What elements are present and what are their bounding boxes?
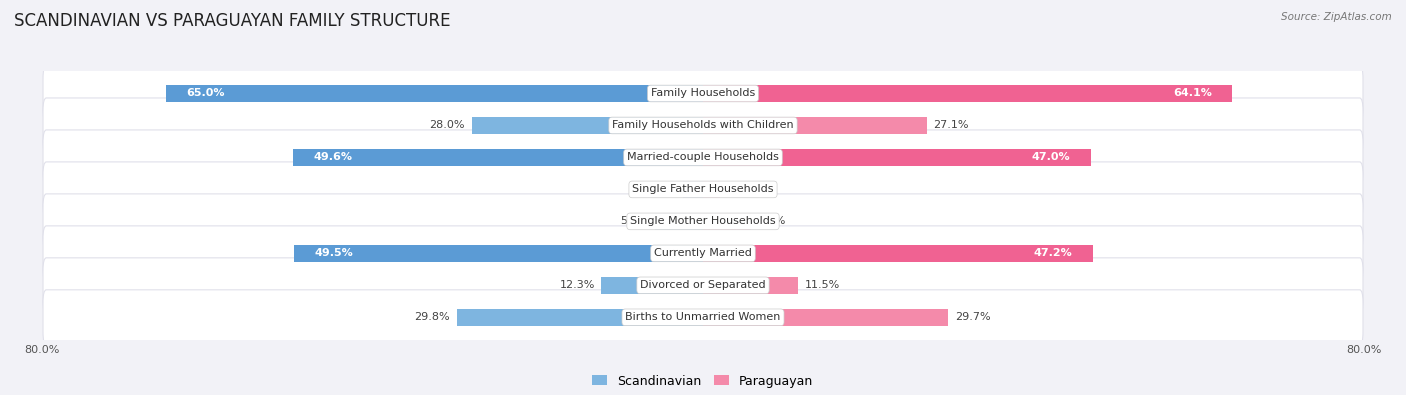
- Bar: [703, 277, 799, 293]
- Bar: [703, 117, 927, 134]
- FancyBboxPatch shape: [44, 226, 1362, 281]
- Text: 65.0%: 65.0%: [187, 88, 225, 98]
- FancyBboxPatch shape: [44, 98, 1362, 153]
- Text: 49.6%: 49.6%: [314, 152, 353, 162]
- Bar: [294, 245, 703, 261]
- FancyBboxPatch shape: [44, 130, 1362, 185]
- Text: 5.8%: 5.8%: [620, 216, 648, 226]
- Text: 47.0%: 47.0%: [1032, 152, 1070, 162]
- Text: 11.5%: 11.5%: [804, 280, 839, 290]
- Text: 5.8%: 5.8%: [758, 216, 786, 226]
- Text: Divorced or Separated: Divorced or Separated: [640, 280, 766, 290]
- FancyBboxPatch shape: [44, 258, 1362, 313]
- FancyBboxPatch shape: [44, 290, 1362, 345]
- Text: SCANDINAVIAN VS PARAGUAYAN FAMILY STRUCTURE: SCANDINAVIAN VS PARAGUAYAN FAMILY STRUCT…: [14, 12, 450, 30]
- Bar: [655, 213, 703, 230]
- Text: Married-couple Households: Married-couple Households: [627, 152, 779, 162]
- Text: 29.8%: 29.8%: [415, 312, 450, 322]
- Text: 28.0%: 28.0%: [430, 120, 465, 130]
- FancyBboxPatch shape: [44, 66, 1362, 121]
- Text: Currently Married: Currently Married: [654, 248, 752, 258]
- Text: Single Mother Households: Single Mother Households: [630, 216, 776, 226]
- Bar: [683, 181, 703, 198]
- Text: 2.4%: 2.4%: [648, 184, 676, 194]
- Bar: [602, 277, 703, 293]
- Text: 47.2%: 47.2%: [1033, 248, 1073, 258]
- Bar: [703, 309, 948, 325]
- Text: 27.1%: 27.1%: [934, 120, 969, 130]
- Text: Family Households with Children: Family Households with Children: [612, 120, 794, 130]
- Text: Births to Unmarried Women: Births to Unmarried Women: [626, 312, 780, 322]
- Bar: [471, 117, 703, 134]
- Bar: [457, 309, 703, 325]
- Text: Family Households: Family Households: [651, 88, 755, 98]
- Text: 64.1%: 64.1%: [1173, 88, 1212, 98]
- FancyBboxPatch shape: [44, 194, 1362, 249]
- Bar: [166, 85, 703, 102]
- Text: 12.3%: 12.3%: [560, 280, 595, 290]
- Bar: [294, 149, 703, 166]
- FancyBboxPatch shape: [44, 162, 1362, 217]
- Bar: [703, 149, 1091, 166]
- Bar: [703, 181, 720, 198]
- Text: Source: ZipAtlas.com: Source: ZipAtlas.com: [1281, 12, 1392, 22]
- Text: Single Father Households: Single Father Households: [633, 184, 773, 194]
- Text: 29.7%: 29.7%: [955, 312, 991, 322]
- Legend: Scandinavian, Paraguayan: Scandinavian, Paraguayan: [588, 370, 818, 393]
- Bar: [703, 85, 1233, 102]
- Text: 49.5%: 49.5%: [315, 248, 353, 258]
- Bar: [703, 213, 751, 230]
- Text: 2.1%: 2.1%: [727, 184, 755, 194]
- Bar: [703, 245, 1092, 261]
